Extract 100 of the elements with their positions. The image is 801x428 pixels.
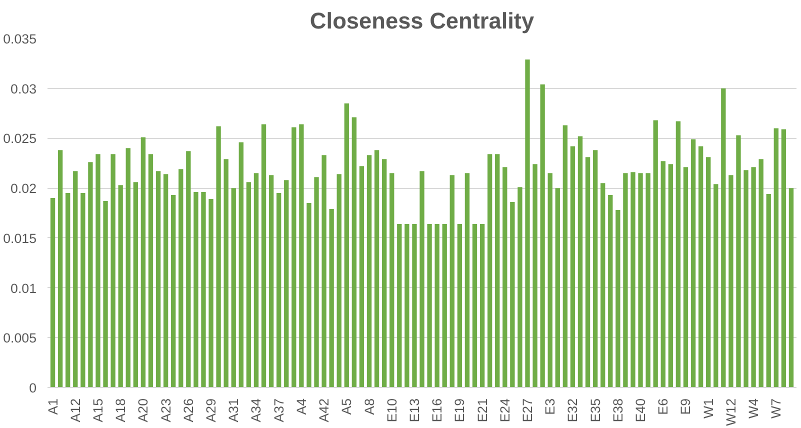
bar: [668, 164, 673, 388]
chart-title: Closeness Centrality: [310, 8, 534, 34]
x-tick-label: E40: [633, 398, 648, 422]
bar: [96, 154, 100, 388]
bar: [721, 88, 726, 388]
bar: [148, 154, 154, 388]
bar: [510, 202, 515, 388]
bar: [314, 177, 319, 388]
bar: [238, 142, 244, 388]
bar: [472, 224, 478, 388]
bar: [788, 188, 794, 388]
x-tick-label: E27: [520, 398, 535, 422]
bar: [420, 171, 424, 388]
x-tick-label: E16: [430, 398, 445, 422]
bar: [532, 164, 538, 388]
x-tick-label: W4: [746, 398, 762, 418]
bar: [118, 185, 123, 388]
bar: [562, 125, 568, 388]
x-tick-label: A34: [248, 398, 264, 422]
x-tick-label: E32: [565, 398, 580, 422]
bar: [110, 154, 116, 388]
x-tick-label: E35: [588, 398, 603, 422]
y-tick-label: 0.035: [3, 32, 37, 46]
bar: [336, 174, 342, 388]
bar: [292, 127, 296, 388]
bar: [758, 159, 764, 388]
bar: [88, 162, 93, 388]
bar: [276, 193, 282, 388]
x-tick-label: E19: [452, 398, 468, 422]
bar: [592, 150, 598, 388]
bar: [412, 224, 417, 388]
bar: [464, 173, 470, 388]
y-tick-label: 0.03: [10, 81, 37, 96]
y-tick-label: 0.01: [10, 280, 37, 296]
bar: [676, 121, 681, 388]
bar: [366, 155, 372, 388]
bar: [714, 184, 718, 388]
bar: [306, 203, 312, 388]
bar: [495, 154, 500, 388]
bar: [450, 175, 454, 388]
y-tick-label: 0.015: [3, 230, 37, 246]
bar: [487, 154, 492, 388]
bar: [706, 157, 711, 388]
bar: [744, 170, 748, 388]
bar: [585, 157, 590, 388]
bar: [600, 183, 606, 388]
bar: [660, 161, 666, 388]
x-tick-label: A31: [226, 398, 242, 422]
bar: [246, 182, 252, 388]
bar: [268, 175, 274, 388]
bar: [751, 167, 756, 388]
bar: [548, 173, 552, 388]
x-tick-label: W1: [700, 398, 716, 418]
bar: [208, 199, 214, 388]
bar: [690, 139, 696, 388]
bar: [540, 84, 545, 388]
bar: [525, 59, 530, 388]
bar: [646, 173, 650, 388]
bar: [434, 224, 440, 388]
bar: [103, 201, 108, 388]
x-tick-label: W12: [723, 398, 738, 426]
bar: [50, 198, 56, 388]
x-tick-label: A37: [271, 398, 286, 422]
x-tick-label: E9: [678, 398, 694, 415]
bar: [344, 103, 349, 388]
bar: [194, 192, 198, 388]
x-tick-label: E13: [406, 398, 422, 422]
bar: [133, 182, 138, 388]
bar: [201, 192, 206, 388]
bar: [653, 120, 658, 388]
bar: [728, 175, 734, 388]
x-tick-label: E3: [542, 398, 558, 415]
bar: [254, 173, 259, 388]
x-tick-label: A29: [204, 398, 219, 422]
bar: [608, 195, 613, 388]
bar: [404, 224, 410, 388]
x-tick-label: E24: [497, 398, 512, 422]
bar: [140, 137, 146, 388]
bar: [616, 210, 620, 388]
bar: [261, 124, 266, 388]
y-tick-label: 0: [29, 380, 37, 396]
bar: [683, 167, 688, 388]
x-tick-label: A4: [294, 398, 309, 415]
bar: [73, 171, 78, 388]
bar: [578, 136, 583, 388]
bar: [352, 117, 357, 388]
bar: [329, 209, 334, 388]
bar: [502, 167, 508, 388]
bar: [171, 195, 176, 388]
bar: [299, 124, 304, 388]
bar: [555, 188, 560, 388]
bar: [186, 151, 191, 388]
x-tick-label: A20: [136, 398, 151, 422]
x-tick-label: A15: [90, 398, 106, 422]
bar: [284, 180, 289, 388]
bar: [518, 187, 522, 388]
bar: [126, 148, 130, 388]
bar: [80, 193, 86, 388]
x-tick-label: A12: [68, 398, 83, 422]
bar: [781, 129, 786, 388]
